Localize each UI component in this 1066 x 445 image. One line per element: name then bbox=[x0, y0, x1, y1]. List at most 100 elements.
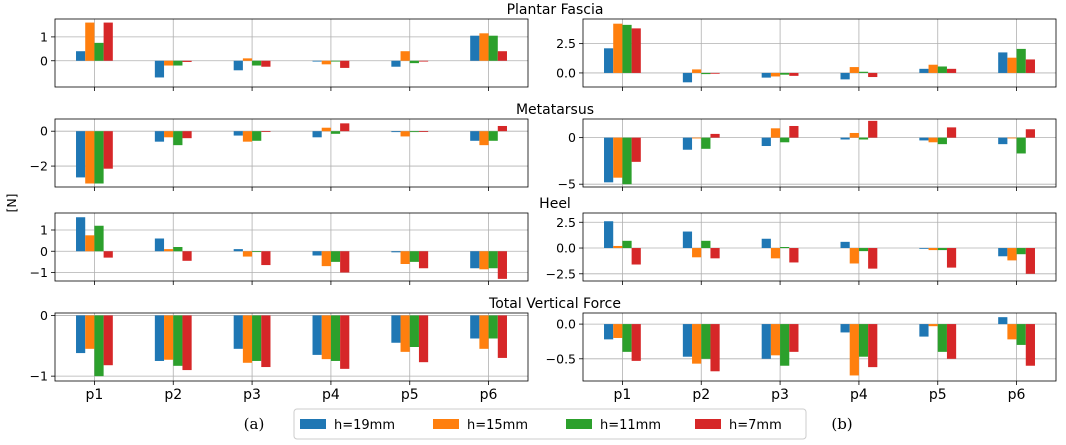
bar-h=7mm-p4 bbox=[340, 315, 350, 369]
bar-h=7mm-p2 bbox=[710, 133, 720, 138]
bar-h=7mm-p6 bbox=[1025, 324, 1035, 366]
legend-swatch-h=7mm bbox=[695, 419, 721, 429]
x-tick-label-p6: p6 bbox=[480, 387, 498, 403]
bar-h=19mm-p1 bbox=[76, 131, 86, 178]
bar-h=7mm-p3 bbox=[261, 251, 271, 266]
bar-h=7mm-p6 bbox=[1025, 248, 1035, 274]
bar-h=19mm-p4 bbox=[312, 315, 322, 355]
bar-h=19mm-p1 bbox=[76, 315, 86, 354]
bar-h=11mm-p4 bbox=[858, 324, 869, 357]
bar-h=15mm-p2 bbox=[692, 324, 702, 364]
bar-h=19mm-p4 bbox=[312, 60, 322, 62]
bar-h=19mm-p4 bbox=[840, 137, 850, 140]
panels: Plantar Fascia010.02.5Metatarsus−20−50He… bbox=[30, 2, 1057, 403]
bar-h=11mm-p3 bbox=[252, 131, 262, 141]
bar-h=7mm-p4 bbox=[868, 120, 878, 138]
bar-h=11mm-p2 bbox=[173, 315, 183, 366]
bar-h=7mm-p3 bbox=[789, 248, 799, 263]
bar-h=15mm-p2 bbox=[692, 248, 702, 258]
bar-h=15mm-p1 bbox=[85, 315, 95, 349]
bar-h=15mm-p1 bbox=[613, 324, 623, 338]
bar-h=19mm-p3 bbox=[233, 60, 243, 71]
bar-h=7mm-p6 bbox=[1025, 59, 1035, 73]
bar-h=7mm-p2 bbox=[710, 72, 720, 74]
bar-h=19mm-p4 bbox=[312, 251, 322, 256]
bar-h=15mm-p5 bbox=[400, 131, 410, 137]
bar-h=7mm-p2 bbox=[182, 315, 192, 371]
bar-h=15mm-p6 bbox=[1007, 137, 1017, 139]
bar-h=7mm-p3 bbox=[261, 315, 271, 368]
bar-h=19mm-p4 bbox=[840, 72, 850, 80]
y-tick-label: −2 bbox=[30, 159, 48, 174]
bar-h=11mm-p2 bbox=[173, 247, 183, 252]
bar-h=7mm-p1 bbox=[631, 28, 641, 73]
bar-h=15mm-p3 bbox=[770, 128, 781, 138]
bar-h=19mm-p6 bbox=[470, 131, 480, 141]
bar-h=11mm-p4 bbox=[330, 131, 341, 134]
panel-a-row-3: −1 0 1 bbox=[30, 212, 529, 285]
x-tick-label-p6: p6 bbox=[1008, 387, 1026, 403]
y-tick-label: −5 bbox=[558, 177, 576, 192]
y-tick-label: −2.5 bbox=[546, 266, 576, 281]
bar-h=15mm-p5 bbox=[400, 51, 410, 61]
y-tick-label: −0.5 bbox=[546, 351, 576, 366]
bar-h=15mm-p5 bbox=[400, 315, 410, 352]
bar-h=11mm-p4 bbox=[858, 137, 869, 140]
bar-h=15mm-p4 bbox=[849, 67, 859, 73]
bar-h=15mm-p3 bbox=[242, 58, 253, 61]
y-tick-label: 1 bbox=[40, 29, 48, 44]
bar-h=15mm-p1 bbox=[613, 23, 623, 73]
bar-h=11mm-p4 bbox=[330, 315, 341, 361]
bar-h=11mm-p1 bbox=[622, 240, 632, 249]
bar-h=15mm-p4 bbox=[321, 251, 331, 267]
bar-h=15mm-p1 bbox=[85, 235, 95, 252]
y-tick-label: −1 bbox=[30, 265, 48, 280]
legend-swatch-h=11mm bbox=[566, 419, 592, 429]
x-tick-label-p4: p4 bbox=[850, 387, 868, 403]
bar-h=19mm-p3 bbox=[761, 137, 771, 147]
bar-h=7mm-p1 bbox=[631, 248, 641, 265]
y-tick-label: 0.0 bbox=[556, 241, 576, 256]
bar-h=19mm-p3 bbox=[761, 72, 771, 78]
bar-h=15mm-p3 bbox=[242, 251, 253, 257]
y-tick-label: 0 bbox=[40, 53, 48, 68]
bar-h=7mm-p1 bbox=[103, 315, 113, 366]
x-tick-label-p5: p5 bbox=[401, 387, 419, 403]
bar-h=19mm-p5 bbox=[919, 248, 929, 249]
bar-h=15mm-p6 bbox=[479, 251, 489, 270]
bar-h=15mm-p5 bbox=[928, 248, 938, 251]
bar-h=15mm-p2 bbox=[164, 315, 174, 360]
bar-h=11mm-p1 bbox=[94, 42, 104, 61]
y-tick-label: 0.0 bbox=[556, 65, 576, 80]
bar-h=11mm-p1 bbox=[622, 137, 632, 185]
bar-h=19mm-p2 bbox=[154, 131, 165, 142]
bar-h=11mm-p1 bbox=[622, 324, 632, 352]
bar-h=19mm-p3 bbox=[761, 238, 771, 249]
bar-h=11mm-p1 bbox=[622, 24, 632, 73]
bar-h=19mm-p6 bbox=[470, 251, 480, 269]
bar-h=7mm-p5 bbox=[946, 68, 957, 73]
bar-h=19mm-p2 bbox=[682, 137, 693, 150]
bar-h=19mm-p3 bbox=[761, 324, 771, 359]
bar-h=19mm-p6 bbox=[998, 248, 1008, 257]
bar-h=19mm-p5 bbox=[391, 315, 401, 343]
bar-h=11mm-p6 bbox=[488, 315, 498, 339]
bar-h=7mm-p5 bbox=[946, 324, 957, 359]
bar-h=7mm-p5 bbox=[418, 251, 429, 269]
bar-h=11mm-p6 bbox=[488, 131, 498, 141]
legend-swatch-h=15mm bbox=[433, 419, 459, 429]
legend-label-h=7mm: h=7mm bbox=[729, 418, 782, 433]
bar-h=19mm-p1 bbox=[604, 48, 614, 73]
bar-h=11mm-p3 bbox=[780, 324, 790, 366]
bar-h=7mm-p2 bbox=[182, 131, 192, 139]
bar-h=15mm-p2 bbox=[164, 60, 174, 66]
bar-h=11mm-p6 bbox=[1016, 48, 1026, 73]
bar-h=19mm-p5 bbox=[919, 137, 929, 141]
axes-frame bbox=[54, 312, 529, 382]
y-tick-label: 0 bbox=[40, 124, 48, 139]
bar-h=11mm-p2 bbox=[701, 137, 711, 149]
bar-h=7mm-p4 bbox=[868, 72, 878, 78]
bar-h=15mm-p4 bbox=[849, 132, 859, 138]
panel-a-row-2: −2 0 bbox=[30, 118, 529, 191]
legend-label-h=19mm: h=19mm bbox=[334, 418, 395, 433]
